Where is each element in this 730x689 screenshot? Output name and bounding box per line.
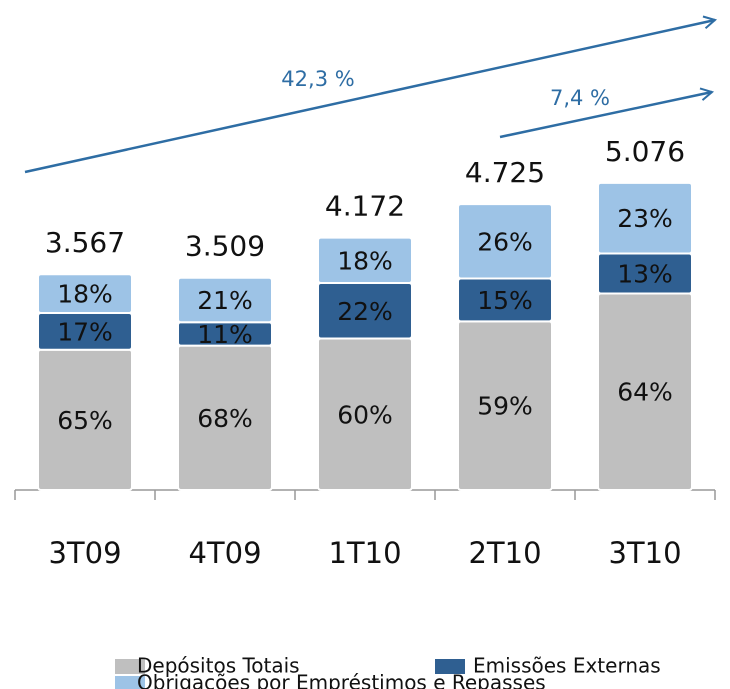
value-label: 59% — [477, 392, 533, 421]
legend-label: Emissões Externas — [473, 654, 661, 678]
total-label: 4.725 — [465, 156, 545, 189]
legend-label: Depósitos Totais — [137, 654, 300, 678]
x-tick-label: 2T10 — [468, 536, 541, 570]
total-label: 3.567 — [45, 226, 125, 259]
value-label: 64% — [617, 378, 673, 407]
bar-segment — [597, 181, 693, 255]
value-label: 15% — [477, 286, 533, 315]
value-label: 13% — [617, 259, 673, 288]
legend-swatch — [115, 659, 145, 674]
annotation: 7,4 % — [550, 86, 610, 110]
legend-label: Obrigações por Empréstimos e Repasses — [137, 671, 546, 689]
value-label: 11% — [197, 320, 253, 349]
x-tick-label: 4T09 — [188, 536, 261, 570]
annotation: 42,3 % — [281, 67, 354, 91]
value-label: 18% — [337, 246, 393, 275]
x-tick-label: 1T10 — [328, 536, 401, 570]
total-label: 3.509 — [185, 230, 265, 263]
value-label: 22% — [337, 297, 393, 326]
value-label: 17% — [57, 317, 113, 346]
total-label: 5.076 — [605, 135, 685, 168]
legend-swatch — [435, 659, 465, 674]
bar-segment — [37, 273, 133, 315]
total-label: 4.172 — [325, 190, 405, 223]
value-label: 65% — [57, 406, 113, 435]
value-label: 26% — [477, 227, 533, 256]
bar-segment — [317, 236, 413, 285]
value-label: 68% — [197, 404, 253, 433]
legend-swatch — [115, 676, 145, 689]
value-label: 18% — [57, 280, 113, 309]
x-tick-label: 3T10 — [608, 536, 681, 570]
value-label: 60% — [337, 400, 393, 429]
value-label: 21% — [197, 286, 253, 315]
growth-arrow — [499, 92, 712, 139]
bar-segment — [177, 276, 273, 324]
growth-arrow — [24, 20, 715, 174]
value-label: 23% — [617, 204, 673, 233]
x-tick-label: 3T09 — [48, 536, 121, 570]
bar-segment — [457, 203, 553, 280]
